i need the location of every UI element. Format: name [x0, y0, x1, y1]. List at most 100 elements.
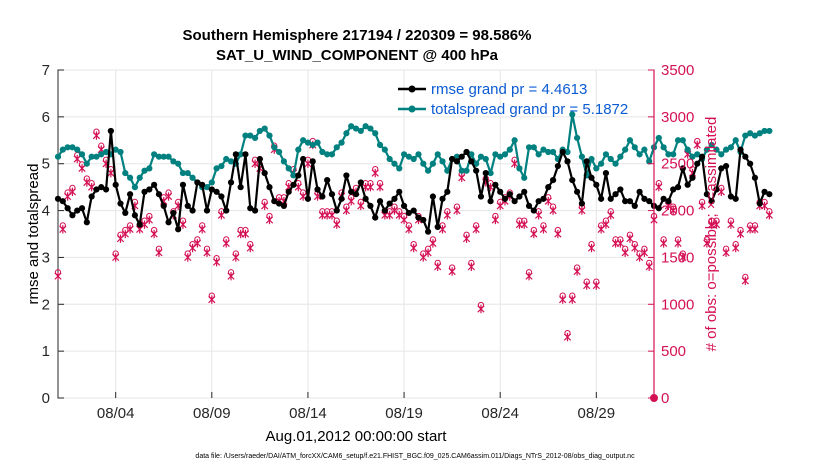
rmse-point: [199, 181, 206, 188]
x-tick-label: 08/09: [193, 405, 231, 422]
obs-assimilated-point: [453, 206, 461, 215]
rmse-point: [569, 177, 576, 184]
totalspread-point: [131, 184, 139, 191]
rmse-point: [694, 160, 701, 167]
rmse-point: [290, 181, 297, 188]
obs-assimilated-point: [78, 164, 86, 173]
obs-assimilated-point: [568, 295, 576, 304]
obs-assimilated-point: [736, 229, 745, 239]
totalspread-point: [266, 132, 273, 139]
totalspread-point: [511, 137, 518, 144]
rmse-point: [487, 198, 494, 205]
rmse-point: [372, 214, 379, 221]
totalspread-point: [626, 137, 634, 144]
totalspread-point: [655, 134, 662, 142]
totalspread-point: [429, 160, 437, 167]
y2-tick-label: 0: [661, 390, 669, 407]
obs-assimilated-point: [573, 267, 581, 276]
totalspread-point: [453, 153, 461, 160]
rmse-point: [179, 181, 187, 188]
rmse-series: [54, 127, 773, 235]
totalspread-point: [275, 148, 283, 156]
totalspread-point: [126, 174, 134, 181]
obs-assimilated-point: [722, 248, 730, 257]
rmse-point: [223, 207, 230, 214]
obs-assimilated-point: [193, 239, 202, 248]
totalspread-point: [612, 160, 619, 167]
totalspread-point: [540, 146, 547, 153]
obs-assimilated-point: [607, 211, 615, 220]
rmse-point: [175, 226, 182, 233]
rmse-point: [126, 191, 134, 198]
rmse-point: [641, 195, 648, 202]
obs-assimilated-point: [659, 239, 668, 248]
rmse-point: [535, 198, 542, 205]
rmse-point: [271, 198, 278, 205]
obs-assimilated-point: [107, 168, 115, 178]
rmse-point: [477, 193, 485, 200]
totalspread-point: [343, 130, 350, 137]
rmse-point: [242, 151, 249, 158]
obs-assimilated-point: [92, 131, 101, 140]
obs-assimilated-point: [342, 206, 351, 215]
rmse-point: [300, 155, 307, 163]
obs-assimilated-point: [232, 253, 240, 262]
rmse-point: [146, 186, 153, 193]
totalspread-point: [405, 153, 412, 160]
obs-assimilated-point: [587, 243, 596, 253]
totalspread-point: [525, 144, 533, 151]
totalspread-point: [665, 151, 672, 158]
totalspread-point: [756, 130, 763, 137]
obs-assimilated-point: [640, 248, 649, 257]
rmse-point: [117, 200, 124, 207]
obs-assimilated-point: [583, 281, 591, 290]
rmse-point: [328, 191, 336, 198]
totalspread-point: [348, 123, 355, 130]
obs-assimilated-point: [246, 243, 254, 253]
obs-assimilated-point: [241, 229, 250, 239]
totalspread-point: [376, 141, 384, 149]
obs-assimilated-point: [371, 168, 379, 178]
totalspread-point: [545, 148, 552, 156]
obs-assimilated-point: [265, 215, 274, 225]
rmse-point: [655, 205, 662, 212]
x-tick-label: 08/04: [97, 405, 135, 422]
y2-tick-label: 1500: [661, 249, 694, 266]
obs-assimilated-point: [145, 215, 153, 225]
x-axis-label: Aug.01,2012 00:00:00 start: [266, 428, 448, 445]
totalspread-point: [482, 155, 489, 163]
y2-tick-label: 1000: [661, 296, 694, 313]
left-axis-ticks: 0 1 2 3 4 5 6 7: [42, 62, 64, 407]
rmse-point: [545, 184, 552, 191]
rmse-point: [636, 188, 643, 195]
obs-assimilated-point: [366, 182, 375, 192]
totalspread-point: [636, 151, 643, 158]
totalspread-point: [223, 155, 230, 163]
rmse-point: [718, 165, 725, 172]
totalspread-point: [122, 169, 129, 177]
totalspread-point: [530, 144, 537, 151]
obs-assimilated-point: [462, 234, 471, 243]
rmse-point: [54, 195, 62, 202]
rmse-point: [737, 146, 744, 153]
totalspread-point: [718, 151, 725, 158]
totalspread-point: [713, 146, 720, 153]
y-tick-label: 7: [42, 62, 50, 79]
rmse-point: [689, 174, 696, 181]
totalspread-point: [487, 169, 494, 177]
totalspread-point: [722, 146, 730, 153]
rmse-point: [434, 223, 441, 231]
totalspread-point: [569, 111, 576, 118]
totalspread-point: [117, 148, 124, 156]
obs-assimilated-point: [602, 220, 610, 229]
rmse-point: [732, 195, 739, 202]
totalspread-point: [477, 153, 485, 160]
rmse-point: [213, 188, 220, 195]
totalspread-point: [242, 132, 249, 139]
rmse-point: [112, 181, 119, 188]
totalspread-point: [463, 167, 470, 174]
totalspread-point: [535, 151, 542, 158]
rmse-point: [424, 228, 432, 235]
totalspread-point: [694, 151, 701, 158]
rmse-point: [468, 158, 475, 165]
